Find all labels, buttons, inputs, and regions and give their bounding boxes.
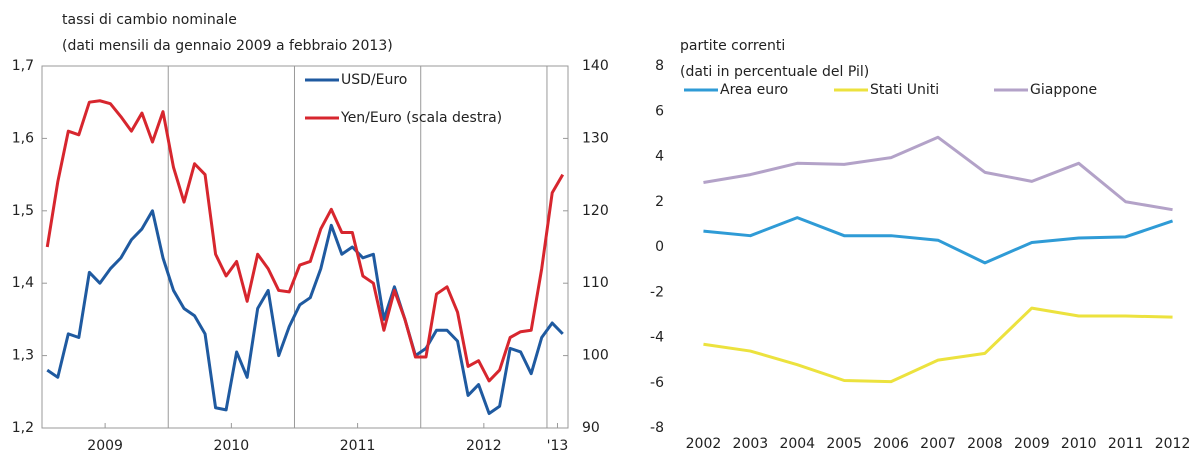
line-series bbox=[703, 216, 1174, 265]
y-tick-label: -4 bbox=[650, 330, 664, 346]
line-series bbox=[45, 99, 565, 383]
x-tick-label: 2008 bbox=[967, 436, 1003, 452]
y-tick-label: 1,3 bbox=[12, 348, 34, 364]
x-tick-label: 2009 bbox=[1014, 436, 1050, 452]
y-tick-label: 1,6 bbox=[12, 130, 34, 146]
y-tick-label: 1,5 bbox=[12, 203, 34, 219]
chart-title: partite correnti bbox=[680, 38, 785, 54]
legend-label: Stati Uniti bbox=[870, 82, 939, 98]
y-tick-label: 4 bbox=[655, 149, 664, 165]
chart-subtitle: (dati mensili da gennaio 2009 a febbraio… bbox=[62, 38, 393, 54]
x-tick-label: 2006 bbox=[873, 436, 909, 452]
y2-tick-label: 110 bbox=[582, 275, 609, 291]
legend-label: USD/Euro bbox=[341, 72, 407, 88]
x-tick-label: '13 bbox=[547, 438, 569, 454]
x-tick-label: 2011 bbox=[1108, 436, 1144, 452]
x-tick-label: 2012 bbox=[466, 438, 502, 454]
x-tick-label: 2009 bbox=[87, 438, 123, 454]
y2-tick-label: 140 bbox=[582, 58, 609, 74]
y2-tick-label: 120 bbox=[582, 203, 609, 219]
y-tick-label: 2 bbox=[655, 194, 664, 210]
y-tick-label: 1,4 bbox=[12, 275, 34, 291]
legend-label: Yen/Euro (scala destra) bbox=[340, 110, 502, 126]
y-tick-label: 6 bbox=[655, 103, 664, 119]
line-series bbox=[46, 209, 564, 416]
x-tick-label: 2005 bbox=[826, 436, 862, 452]
y-tick-label: 1,7 bbox=[12, 58, 34, 74]
legend-label: Area euro bbox=[720, 82, 788, 98]
x-tick-label: 2010 bbox=[1061, 436, 1097, 452]
y2-tick-label: 90 bbox=[582, 420, 600, 436]
legend-label: Giappone bbox=[1030, 82, 1097, 98]
y-tick-label: -6 bbox=[650, 375, 664, 391]
x-tick-label: 2010 bbox=[214, 438, 250, 454]
y-tick-label: 1,2 bbox=[12, 420, 34, 436]
line-series bbox=[703, 306, 1173, 384]
y-tick-label: -2 bbox=[650, 284, 664, 300]
y-tick-label: 8 bbox=[655, 58, 664, 74]
x-tick-label: 2012 bbox=[1155, 436, 1191, 452]
x-tick-label: 2007 bbox=[920, 436, 956, 452]
chart-title: tassi di cambio nominale bbox=[62, 12, 237, 28]
chart-subtitle: (dati in percentuale del Pil) bbox=[680, 64, 869, 80]
x-tick-label: 2011 bbox=[340, 438, 376, 454]
x-tick-label: 2002 bbox=[686, 436, 722, 452]
x-tick-label: 2003 bbox=[733, 436, 769, 452]
x-tick-label: 2004 bbox=[779, 436, 815, 452]
y2-tick-label: 100 bbox=[582, 348, 609, 364]
y-tick-label: 0 bbox=[655, 239, 664, 255]
y2-tick-label: 130 bbox=[582, 130, 609, 146]
plot-frame bbox=[41, 65, 569, 429]
y-tick-label: -8 bbox=[650, 420, 664, 436]
line-series bbox=[703, 135, 1173, 212]
